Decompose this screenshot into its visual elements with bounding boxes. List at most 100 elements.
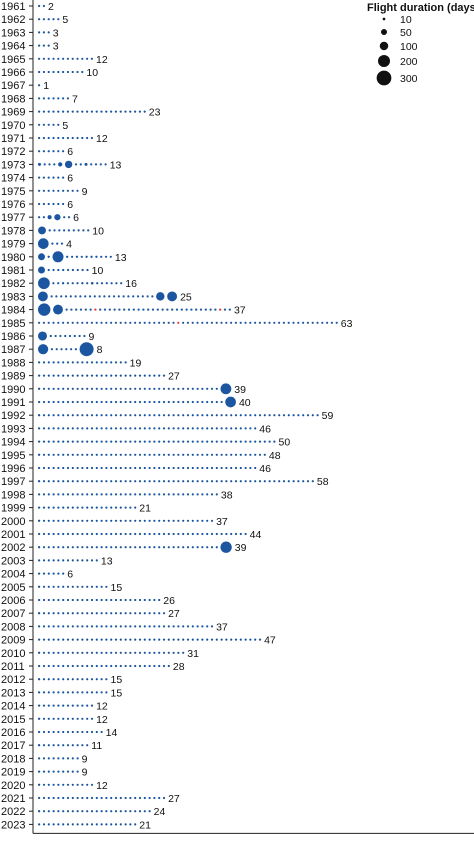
flight-dot <box>153 440 156 443</box>
flight-dot <box>37 519 41 522</box>
flight-dot <box>196 466 199 470</box>
flight-dot <box>182 651 185 654</box>
flight-dot <box>38 226 46 235</box>
flight-dot <box>38 110 41 113</box>
year-row-1981: 10 <box>38 265 103 277</box>
flight-dot <box>76 466 79 470</box>
flight-dot <box>110 453 113 456</box>
flight-dot <box>105 361 108 364</box>
flight-dot <box>210 414 214 417</box>
flight-dot <box>129 625 132 628</box>
flight-dot <box>273 414 276 417</box>
flight-dot <box>105 480 108 483</box>
flight-dot <box>201 440 204 443</box>
flight-dot <box>100 810 103 813</box>
flight-count-label: 9 <box>82 186 88 198</box>
flight-dot <box>201 519 204 522</box>
year-row-1979: 4 <box>37 238 72 251</box>
flight-dot <box>58 162 63 167</box>
flight-dot <box>244 414 247 417</box>
flight-count-label: 13 <box>110 159 122 171</box>
flight-dot <box>129 546 132 549</box>
flight-dot <box>90 559 94 562</box>
flight-dot <box>129 480 132 483</box>
flight-dot <box>225 414 228 417</box>
flight-dot <box>110 110 113 113</box>
flight-dot <box>76 783 79 786</box>
flight-dot <box>134 374 137 377</box>
flight-dot <box>71 400 74 404</box>
year-row-1982: 16 <box>38 277 137 290</box>
flight-dot <box>52 704 55 707</box>
flight-dot <box>186 480 190 483</box>
flight-dot <box>153 598 156 602</box>
flight-dot <box>62 757 65 760</box>
flight-dot <box>282 480 286 483</box>
flight-dot <box>306 321 309 324</box>
flight-dot <box>186 453 190 456</box>
flight-dot <box>90 704 94 707</box>
flight-dot <box>95 651 98 654</box>
flight-dot <box>201 400 204 404</box>
flight-dot <box>225 440 228 443</box>
flight-dot <box>182 480 185 483</box>
flight-dot <box>80 255 83 258</box>
flight-dot <box>62 387 65 390</box>
flight-dot <box>52 796 55 800</box>
flight-dot <box>119 810 122 813</box>
flight-dot <box>81 374 84 377</box>
flight-dot <box>57 796 60 800</box>
y-tick-label: 1962 <box>1 14 25 26</box>
year-row-2013: 15 <box>37 687 122 699</box>
flight-dot <box>57 374 60 377</box>
flight-dot <box>57 480 60 483</box>
flight-dot <box>110 810 113 813</box>
flight-dot <box>177 480 180 483</box>
flight-dot <box>56 242 59 245</box>
flight-dot <box>225 453 228 456</box>
flight-dot <box>81 691 84 694</box>
flight-dot <box>42 123 46 126</box>
legend-marker <box>382 17 386 21</box>
year-row-2016: 14 <box>37 727 118 739</box>
year-row-1977: 6 <box>38 212 79 224</box>
flight-dot <box>71 664 74 668</box>
flight-dot <box>95 532 98 536</box>
flight-dot <box>134 810 137 813</box>
flight-dot <box>42 796 46 800</box>
flight-dot <box>52 427 55 430</box>
flight-dot <box>100 651 103 654</box>
flight-dot <box>81 282 84 285</box>
flight-dot <box>47 400 50 404</box>
year-row-1963: 3 <box>38 27 59 39</box>
flight-dot <box>37 757 41 760</box>
flight-dot <box>138 480 142 483</box>
flight-dot <box>153 612 156 615</box>
flight-dot <box>138 414 142 417</box>
flight-count-label: 58 <box>317 476 329 488</box>
flight-dot <box>225 396 236 408</box>
flight-dot <box>47 717 50 720</box>
flight-dot <box>114 625 118 628</box>
flight-dot <box>52 651 55 654</box>
flight-dot <box>153 400 156 404</box>
flight-dot <box>90 783 94 786</box>
year-row-2020: 12 <box>37 780 108 792</box>
flight-dot <box>67 268 70 272</box>
flight-dot <box>119 625 122 628</box>
flight-dot <box>90 638 94 641</box>
flight-dot <box>214 308 217 311</box>
flight-dot <box>148 664 151 668</box>
flight-dot <box>38 136 41 140</box>
flight-dot <box>57 744 60 747</box>
year-row-2021: 27 <box>37 793 180 805</box>
flight-dot <box>38 321 41 324</box>
flight-dot <box>114 598 118 602</box>
flight-dot <box>180 308 183 311</box>
flight-dot <box>182 453 185 456</box>
flight-dot <box>278 414 281 417</box>
flight-dot <box>134 387 137 390</box>
flight-dot <box>119 506 122 509</box>
flight-dot <box>172 466 175 470</box>
year-row-1988: 19 <box>37 357 142 369</box>
